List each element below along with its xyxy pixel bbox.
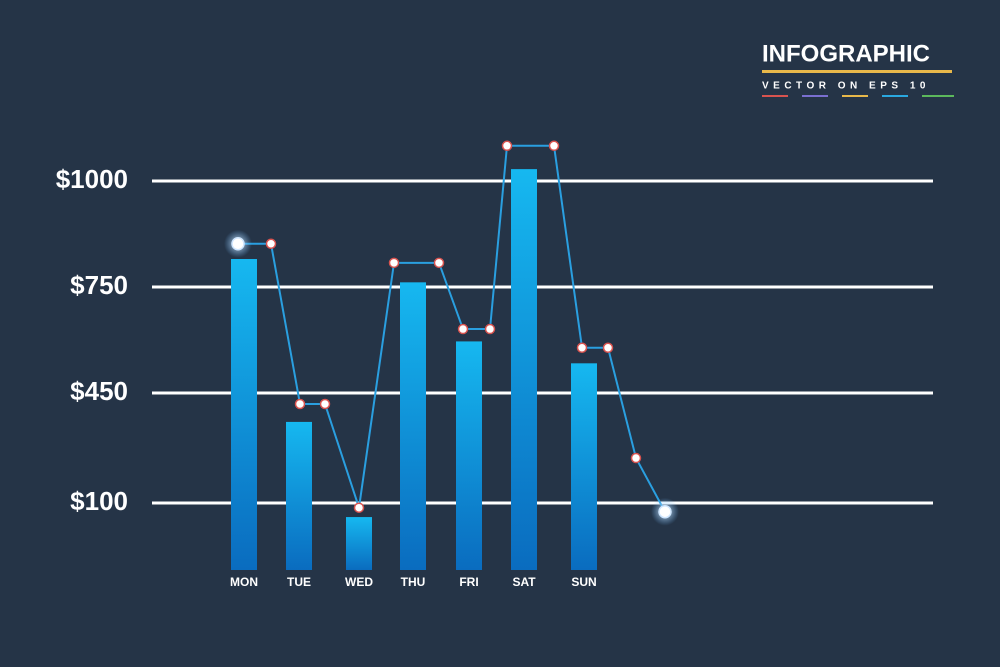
bar [571,363,597,570]
color-dashes [762,95,954,97]
line-point [265,238,277,250]
line-point [457,323,469,335]
line-point [433,257,445,269]
line-point [319,398,331,410]
bar [400,282,426,570]
bar [456,341,482,570]
line-point [353,502,365,513]
bar [511,169,537,570]
x-tick-label: SAT [512,575,536,589]
line-point [231,237,245,251]
line-point [484,323,496,335]
line-point [294,398,306,410]
line-point [602,342,614,354]
y-tick-label: $1000 [56,164,128,194]
y-tick-label: $750 [70,270,128,300]
x-tick-label: THU [401,575,426,589]
x-tick-label: WED [345,575,373,589]
x-tick-label: FRI [459,575,478,589]
header-rule [762,70,952,73]
y-tick-label: $100 [70,486,128,516]
bar [346,517,372,570]
header-subtitle: VECTOR ON EPS 10 [762,81,930,92]
line-point [548,140,560,152]
bar [231,259,257,570]
line-point [630,452,642,464]
line-point [576,342,588,354]
x-tick-label: MON [230,575,258,589]
line-point [658,504,672,519]
bar [286,421,312,570]
line-point [501,140,513,152]
line-point [388,257,400,269]
header-title: INFOGRAPHIC [762,40,930,67]
x-tick-label: TUE [287,575,311,589]
y-tick-label: $450 [70,376,128,406]
x-tick-label: SUN [571,575,596,589]
